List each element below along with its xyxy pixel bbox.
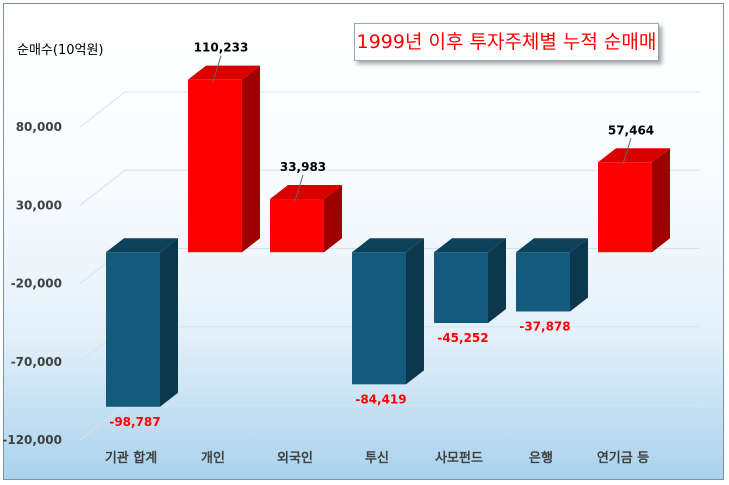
y-axis-label: 순매수(10억원) — [17, 43, 104, 58]
bar-front — [434, 252, 488, 324]
bar-front — [352, 252, 406, 385]
x-tick-label: 개인 — [201, 450, 225, 466]
bar-top — [270, 185, 342, 200]
x-tick-label: 기관 합계 — [105, 450, 157, 466]
chart-title: 1999년 이후 투자주체별 누적 순매매 — [354, 23, 659, 61]
y-tick-label: -120,000 — [2, 433, 62, 447]
gridline-side — [79, 91, 126, 128]
bar-top — [188, 65, 260, 80]
bar — [270, 185, 342, 253]
x-tick-label: 사모펀드 — [435, 450, 483, 466]
x-tick-label: 외국인 — [277, 450, 313, 466]
bar — [434, 238, 506, 324]
x-tick-label: 투신 — [365, 451, 389, 466]
bar-front — [270, 199, 324, 253]
data-label: 110,233 — [194, 41, 249, 55]
bar-side — [570, 238, 588, 312]
y-tick-label: 30,000 — [16, 198, 62, 212]
data-label: -98,787 — [109, 415, 160, 429]
bar — [598, 148, 670, 253]
bar-front — [106, 252, 160, 407]
bar — [106, 238, 178, 407]
y-tick-label: -70,000 — [11, 355, 62, 369]
bar-side — [324, 185, 342, 253]
bar-front — [188, 79, 242, 253]
data-label-leader — [212, 55, 222, 82]
bar-side — [242, 65, 260, 253]
bar-top — [598, 148, 670, 163]
data-label: 57,464 — [608, 123, 654, 137]
bar-side — [652, 148, 670, 253]
bar-front — [516, 252, 570, 312]
data-label: 33,983 — [280, 160, 326, 174]
bar-top — [106, 238, 178, 253]
x-tick-label: 은행 — [529, 450, 553, 466]
bar-side — [406, 238, 424, 385]
y-tick-label: -20,000 — [11, 277, 62, 291]
bar-side — [488, 238, 506, 324]
bar-front — [598, 162, 652, 253]
bar — [516, 238, 588, 312]
data-label: -37,878 — [519, 319, 570, 333]
gridline-side — [79, 404, 126, 441]
bar-top — [352, 238, 424, 253]
data-label-leader — [294, 174, 304, 202]
gridline-side — [79, 169, 126, 206]
x-tick-label: 연기금 등 — [597, 451, 649, 466]
bar-side — [160, 238, 178, 407]
bar-top — [516, 238, 588, 253]
bar — [352, 238, 424, 385]
data-label: -84,419 — [355, 392, 406, 406]
bar — [188, 65, 260, 253]
bar-top — [434, 238, 506, 253]
y-tick-label: 80,000 — [16, 120, 62, 134]
data-label-leader — [622, 138, 632, 165]
data-label: -45,252 — [437, 331, 488, 345]
